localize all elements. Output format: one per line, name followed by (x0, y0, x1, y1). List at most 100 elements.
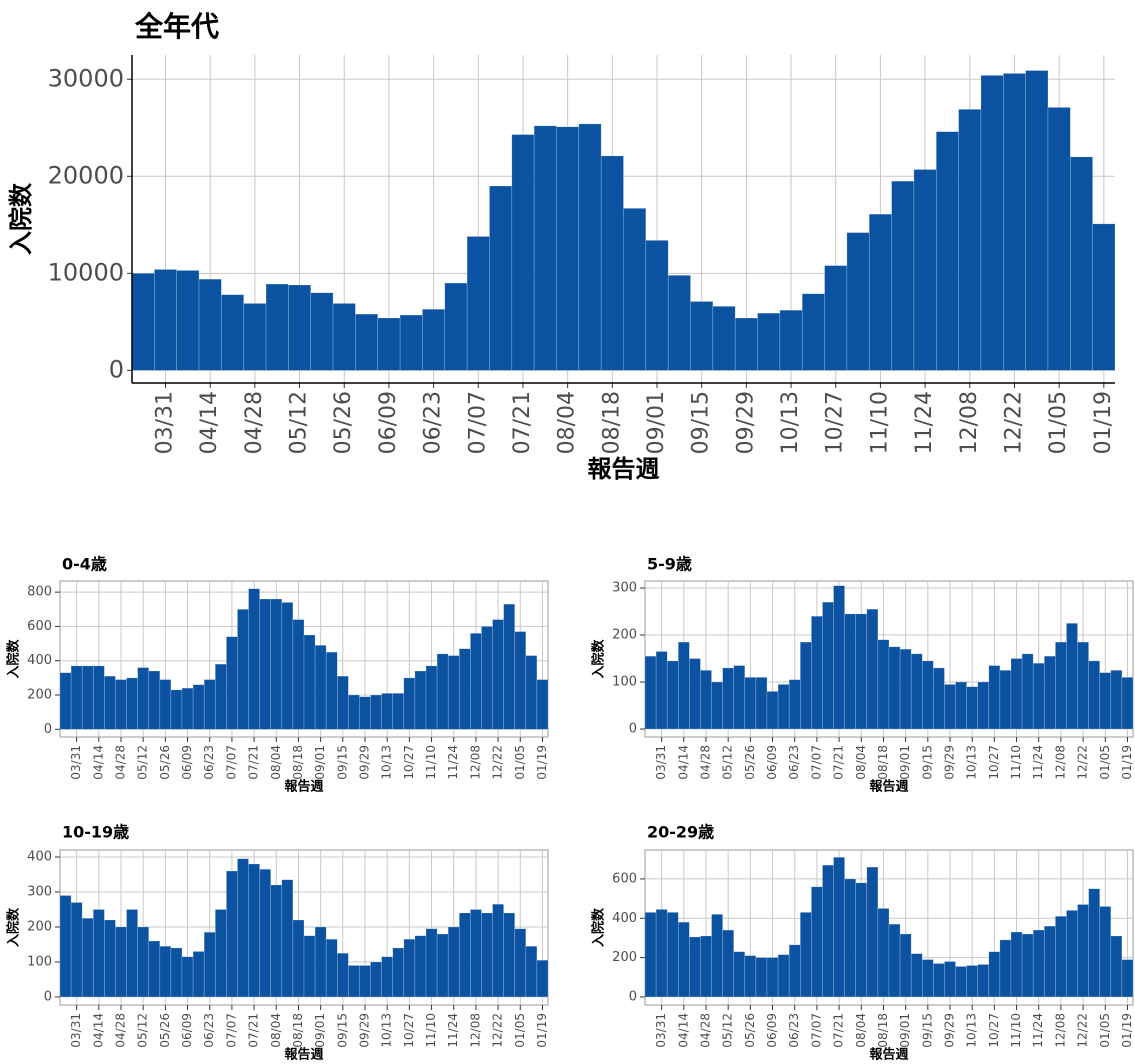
bar (766, 691, 779, 730)
bar (226, 870, 238, 998)
x-tick-label: 08/04 (555, 391, 580, 454)
bar (722, 929, 735, 998)
bar (104, 919, 116, 998)
bar (381, 692, 394, 730)
bar (833, 585, 845, 730)
x-tick-label: 10/27 (402, 745, 416, 780)
bar (757, 312, 781, 371)
x-tick-label: 12/08 (468, 745, 482, 780)
bar (811, 615, 823, 730)
bar (712, 306, 736, 371)
y-tick-label: 200 (612, 950, 637, 965)
y-tick-label: 400 (27, 653, 52, 668)
x-tick-label: 07/07 (809, 745, 823, 780)
x-tick-label: 03/31 (153, 391, 178, 454)
x-tick-label: 06/09 (765, 745, 779, 780)
y-tick-label: 100 (27, 954, 52, 969)
bar (955, 966, 967, 998)
bar (314, 644, 327, 730)
bar (214, 663, 227, 730)
x-axis-title: 報告週 (284, 1047, 323, 1063)
bar (1066, 622, 1078, 730)
bar (944, 961, 956, 998)
bar (891, 180, 915, 371)
x-tick-label: 12/22 (491, 745, 505, 780)
bar (689, 936, 701, 998)
bar (801, 293, 825, 371)
x-tick-label: 07/07 (224, 1013, 238, 1048)
x-tick-label: 01/05 (1098, 1013, 1112, 1048)
x-tick-label: 11/10 (424, 745, 438, 780)
bar (458, 912, 471, 998)
bar (70, 902, 83, 998)
y-tick-label: 300 (27, 884, 52, 899)
y-tick-label: 400 (27, 849, 52, 864)
bar (1055, 641, 1067, 730)
x-tick-label: 08/18 (876, 745, 890, 780)
bar (999, 939, 1012, 998)
bar (447, 655, 460, 730)
x-tick-label: 08/18 (599, 391, 624, 454)
bar (578, 123, 602, 371)
x-tick-label: 07/07 (465, 391, 490, 454)
bar (645, 240, 669, 371)
x-tick-label: 07/21 (247, 745, 261, 780)
bar (192, 684, 205, 730)
bar (348, 694, 360, 730)
x-tick-label: 09/29 (733, 391, 758, 454)
bar (470, 909, 482, 998)
bar (170, 689, 183, 730)
y-tick-label: 600 (27, 619, 52, 634)
x-axis-title: 報告週 (284, 779, 323, 795)
bar (154, 269, 177, 371)
x-tick-label: 05/26 (331, 391, 356, 454)
x-tick-label: 07/07 (224, 745, 238, 780)
bar (913, 169, 937, 371)
bar (126, 909, 138, 998)
bar (1088, 888, 1101, 998)
bar (655, 651, 668, 730)
x-tick-label: 09/15 (335, 1013, 349, 1048)
y-tick-label: 0 (629, 722, 637, 737)
bar (381, 956, 394, 998)
x-tick-label: 08/04 (854, 1013, 868, 1048)
bar (425, 665, 438, 730)
x-tick-label: 06/09 (376, 391, 401, 454)
x-tick-label: 12/08 (1053, 745, 1067, 780)
bar (666, 912, 679, 998)
x-tick-label: 06/09 (180, 1013, 194, 1048)
bar (666, 660, 679, 730)
bar (270, 884, 283, 998)
bar (1055, 915, 1067, 998)
bar (281, 879, 294, 998)
bar (198, 278, 222, 371)
bar (1099, 672, 1112, 730)
bar (288, 284, 312, 371)
bar (336, 952, 349, 998)
bar (1047, 107, 1071, 371)
x-tick-label: 11/24 (1031, 745, 1045, 780)
bar (436, 933, 449, 998)
y-tick-label: 100 (612, 675, 637, 690)
bar (403, 938, 416, 998)
bar (422, 308, 446, 371)
x-tick-label: 04/28 (114, 1013, 128, 1048)
bar (866, 608, 879, 730)
bar (1010, 658, 1023, 730)
bar (977, 681, 990, 730)
bar (203, 679, 216, 730)
x-tick-label: 08/18 (291, 745, 305, 780)
bar (159, 679, 172, 730)
x-tick-label: 10/13 (965, 745, 979, 780)
bar (1099, 906, 1112, 998)
x-tick-label: 04/14 (197, 391, 222, 454)
bar (921, 660, 934, 730)
bar (779, 309, 803, 371)
bar (259, 868, 272, 998)
bar (492, 903, 504, 998)
bar (844, 613, 857, 730)
x-tick-label: 10/27 (987, 745, 1001, 780)
bar (667, 274, 691, 371)
bar (92, 909, 105, 998)
